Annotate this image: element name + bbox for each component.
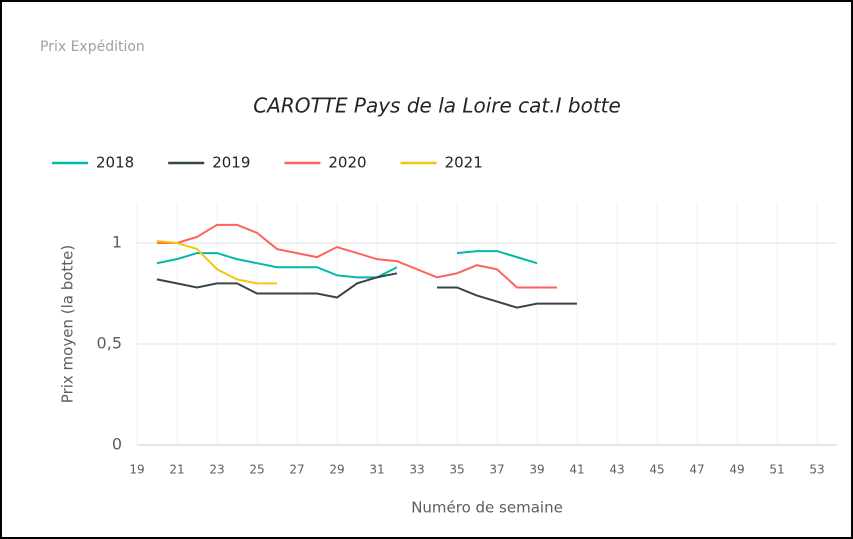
x-tick-label: 47 xyxy=(689,463,704,477)
x-tick-label: 25 xyxy=(249,463,264,477)
series-line xyxy=(157,223,557,289)
x-tick-label: 45 xyxy=(649,463,664,477)
legend-label: 2019 xyxy=(212,154,250,172)
series-line xyxy=(156,272,398,299)
x-tick-label: 37 xyxy=(489,463,504,477)
x-tick-label: 51 xyxy=(769,463,784,477)
x-tick-label: 53 xyxy=(809,463,824,477)
y-tick-label: 1 xyxy=(112,233,122,252)
legend-label: 2020 xyxy=(328,154,366,172)
x-tick-label: 39 xyxy=(529,463,544,477)
x-tick-label: 35 xyxy=(449,463,464,477)
card-title: Prix Expédition xyxy=(40,39,145,55)
y-tick-label: 0 xyxy=(112,435,122,454)
x-tick-label: 33 xyxy=(409,463,424,477)
chart-title: CAROTTE Pays de la Loire cat.I botte xyxy=(253,94,621,118)
x-tick-label: 29 xyxy=(329,463,344,477)
series-line xyxy=(456,250,538,265)
legend-label: 2021 xyxy=(445,154,483,172)
x-tick-label: 23 xyxy=(209,463,224,477)
series-line xyxy=(437,286,577,309)
series-line xyxy=(156,239,277,285)
x-tick-label: 21 xyxy=(169,463,184,477)
series-line xyxy=(156,252,398,279)
x-tick-label: 41 xyxy=(569,463,584,477)
x-tick-label: 43 xyxy=(609,463,624,477)
x-tick-label: 19 xyxy=(129,463,144,477)
y-tick-label: 0,5 xyxy=(97,334,122,353)
x-tick-label: 49 xyxy=(729,463,744,477)
x-tick-label: 27 xyxy=(289,463,304,477)
legend-label: 2018 xyxy=(96,154,134,172)
x-tick-label: 31 xyxy=(369,463,384,477)
y-axis-title: Prix moyen (la botte) xyxy=(59,245,77,403)
x-axis-title: Numéro de semaine xyxy=(411,499,563,517)
